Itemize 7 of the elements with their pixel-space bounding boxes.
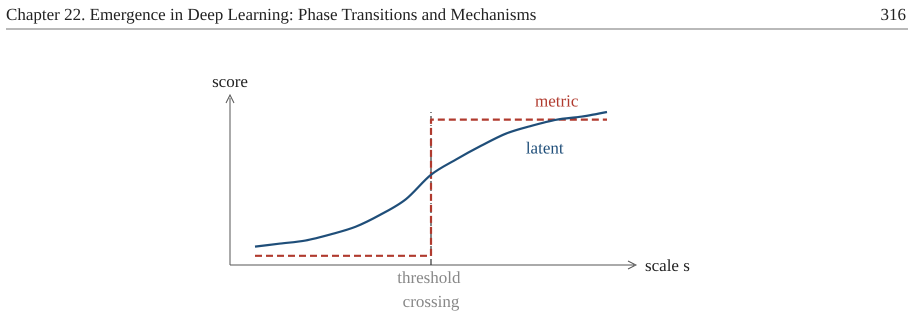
chart-title: Chapter 22. Emergence in Deep Learning: Phase Transitions and Mechanisms bbox=[6, 5, 536, 24]
text: threshold crossing bbox=[397, 268, 465, 311]
series-label: metric bbox=[535, 92, 579, 111]
y-axis-title: score bbox=[212, 72, 248, 91]
series-label: latent bbox=[526, 138, 564, 158]
text: 316 bbox=[880, 5, 906, 24]
x-axis-title: scale s bbox=[645, 256, 690, 275]
